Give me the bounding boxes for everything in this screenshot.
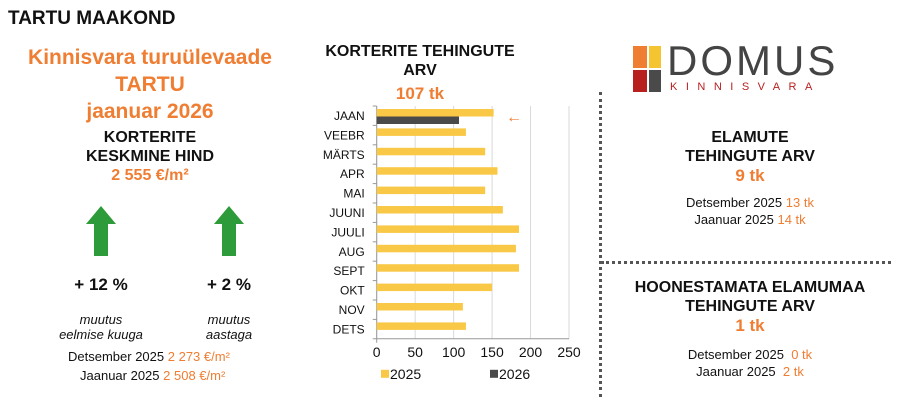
x-tick-label: 100 [442,344,466,360]
report-period: jaanuar 2026 [86,100,214,123]
y-tick-label: SEPT [333,264,365,278]
arrow-up-icon [214,206,244,256]
y-tick-label: MAI [343,187,364,201]
bar-chart: 0 50 100 150 200 250 JAAN VEEBR MÄRTS APR MAI JUUNI… [323,105,581,382]
label: aastaga [205,327,253,342]
divider [599,92,602,397]
yearly-change: + 2 % [207,275,251,294]
bar-2025 [376,128,466,136]
y-tick-label: APR [340,167,365,181]
domus-logo-icon [633,46,661,92]
houses-history: Jaanuar 2025 14 tk [605,211,895,228]
land-panel: HOONESTAMATA ELAMUMAA TEHINGUTE ARV 1 tk… [605,278,895,380]
y-tick-label: DETS [333,322,365,336]
label: Detsember 2025 [686,195,783,210]
bar-2026 [376,116,460,124]
logo-text: DOMUS [667,37,839,84]
land-history: Detsember 2025 0 tk [605,346,895,363]
bar-2025 [376,244,516,253]
legend-label-2026: 2026 [499,366,530,382]
price-history-jan: Jaanuar 2025 2 508 €/m² [80,368,225,383]
land-count: 1 tk [735,316,765,335]
label: eelmise kuuga [59,327,143,342]
y-tick-label: JAAN [334,109,365,123]
bar-2025 [376,322,466,330]
transactions-chart: KORTERITE TEHINGUTE ARV 107 tk 0 50 100 150… [310,40,590,401]
x-tick-label: 150 [480,344,504,360]
bar-2025 [376,303,463,311]
arrow-up-icon [86,206,116,256]
label: Jaanuar 2025 [694,212,774,227]
x-tick-label: 250 [557,344,581,360]
bar-2025 [376,283,493,292]
land-history: Jaanuar 2025 2 tk [605,363,895,380]
region-title: TARTU MAAKOND [8,8,176,29]
annotation-arrow: ← [506,109,522,126]
value: 2 273 €/m² [167,349,230,364]
value: 2 tk [782,364,804,379]
label: Jaanuar 2025 [80,368,160,383]
chart-subtitle: 107 tk [395,84,445,103]
legend-swatch-2026 [490,369,498,378]
y-tick-label: VEEBR [324,128,365,142]
value: 2 508 €/m² [163,368,226,383]
houses-panel: ELAMUTE TEHINGUTE ARV 9 tk Detsember 202… [605,128,895,228]
label: muutus [207,312,251,327]
price-heading-2: KESKMINE HIND [85,148,214,165]
y-tick-label: NOV [339,303,365,317]
y-tick-label: MÄRTS [323,148,365,162]
houses-title: TEHINGUTE ARV [685,148,815,165]
label: muutus [79,312,123,327]
legend-swatch-2025 [381,369,389,378]
monthly-change-label: muutus eelmise kuuga [41,312,161,342]
bar-2025 [376,225,520,233]
report-title: Kinnisvara turuülevaade [28,46,272,69]
bar-2025 [376,206,503,214]
value: 14 tk [777,212,806,227]
y-tick-label: AUG [339,245,365,259]
price-heading-1: KORTERITE [103,129,197,146]
divider [601,261,891,264]
x-tick-label: 50 [407,344,423,360]
yearly-change-label: muutus aastaga [169,312,289,342]
apartment-price-panel: Kinnisvara turuülevaade TARTU jaanuar 20… [0,44,300,185]
land-title: HOONESTAMATA ELAMUMAA [634,279,866,296]
monthly-change: + 12 % [74,275,128,294]
average-price: 2 555 €/m² [111,167,189,184]
label: Detsember 2025 [68,349,165,364]
label: Jaanuar 2025 [696,364,776,379]
bar-2025 [376,167,498,175]
bar-2025 [376,147,486,156]
y-tick-label: JUULI [331,225,364,239]
chart-title: KORTERITE TEHINGUTE ARV [325,43,515,79]
x-tick-label: 200 [519,344,543,360]
label: Detsember 2025 [687,347,784,362]
y-tick-label: JUUNI [329,206,364,220]
land-title: TEHINGUTE ARV [685,298,815,315]
houses-count: 9 tk [735,166,765,185]
y-tick-label: OKT [340,284,365,298]
houses-history: Detsember 2025 13 tk [605,194,895,211]
houses-title: ELAMUTE [711,129,789,146]
logo-subtext: KINNISVARA [670,81,821,93]
value: 13 tk [785,195,814,210]
report-city: TARTU [115,73,185,96]
value: 0 tk [791,347,813,362]
bar-2025 [376,264,520,272]
bar-2025 [376,109,494,117]
legend-label-2025: 2025 [390,366,421,382]
x-tick-label: 0 [373,344,381,360]
price-history-dec: Detsember 2025 2 273 €/m² [68,349,230,364]
bar-2025 [376,186,486,195]
